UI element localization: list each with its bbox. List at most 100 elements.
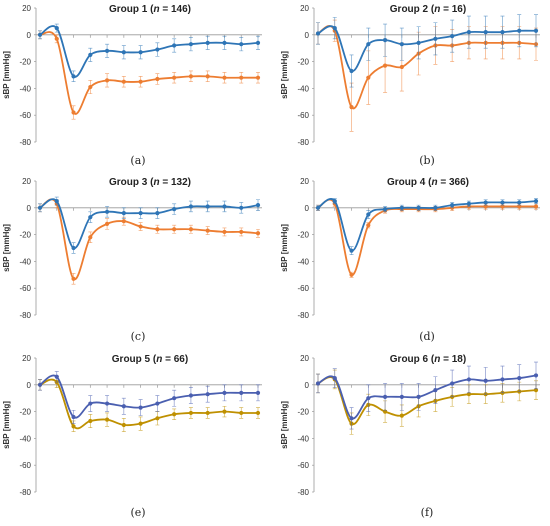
data-point bbox=[366, 223, 371, 228]
chart-title-n: n bbox=[434, 354, 440, 365]
chart-title: Group 3 (n = 132) bbox=[109, 177, 191, 188]
chart-title-suffix: = 66) bbox=[162, 354, 188, 365]
data-point bbox=[121, 422, 126, 428]
data-point bbox=[121, 211, 126, 216]
series-line bbox=[317, 25, 537, 110]
data-point bbox=[172, 207, 177, 212]
data-point bbox=[466, 377, 472, 382]
data-point bbox=[54, 199, 59, 204]
data-point bbox=[71, 74, 76, 79]
data-point bbox=[255, 75, 261, 80]
chart-svg-f: 20 0 -20 -40 -60 -80 sBP [mmHg] Group 6 (n = 18… bbox=[280, 354, 540, 497]
data-point bbox=[188, 410, 194, 416]
y-axis-label: sBP [mmHg] bbox=[2, 224, 11, 272]
y-tick-label: -60 bbox=[19, 461, 31, 470]
chart-title-n: n bbox=[156, 354, 162, 365]
data-point bbox=[433, 388, 438, 393]
data-point bbox=[239, 229, 244, 235]
data-point bbox=[54, 36, 59, 41]
data-point bbox=[104, 48, 110, 53]
y-tick-label: -20 bbox=[297, 408, 309, 417]
data-point bbox=[88, 418, 93, 424]
data-point bbox=[399, 42, 404, 47]
chart-panel-c: 20 0 -20 -40 -60 -80 sBP [mmHg] Group 3 (n = 13… bbox=[0, 173, 272, 323]
data-point bbox=[155, 211, 160, 216]
series-1 bbox=[315, 14, 539, 88]
caption-b: (b) bbox=[419, 154, 435, 167]
data-point bbox=[205, 204, 210, 209]
series-line bbox=[39, 198, 259, 280]
data-point bbox=[533, 28, 539, 33]
data-point bbox=[332, 376, 337, 381]
data-point bbox=[37, 32, 43, 37]
chart-title: Group 5 (n = 66) bbox=[112, 354, 188, 365]
data-point bbox=[466, 30, 472, 35]
data-point bbox=[517, 200, 522, 205]
data-point bbox=[349, 248, 354, 253]
data-point bbox=[71, 276, 76, 281]
caption-d: (d) bbox=[419, 330, 435, 343]
chart-title: Group 6 (n = 18) bbox=[390, 354, 466, 365]
data-point bbox=[466, 201, 472, 206]
data-point bbox=[54, 374, 59, 379]
data-point bbox=[399, 64, 404, 70]
chart-title: Group 1 (n = 146) bbox=[109, 4, 191, 15]
data-point bbox=[155, 416, 160, 421]
series-1 bbox=[37, 23, 261, 82]
chart-svg-a: 20 0 -20 -40 -60 -80 sBP [mmHg] Group 1 (n = 14… bbox=[2, 4, 262, 147]
data-point bbox=[188, 393, 194, 398]
y-tick-label: 20 bbox=[300, 177, 309, 186]
y-axis-label: sBP [mmHg] bbox=[280, 51, 289, 99]
chart-title-prefix: Group 3 ( bbox=[109, 177, 154, 188]
chart-svg-b: 20 0 -20 -40 -60 -80 sBP [mmHg] Group 2 (n = 16… bbox=[280, 4, 540, 147]
series-1 bbox=[37, 196, 261, 254]
data-point bbox=[138, 224, 143, 229]
y-tick-label: -20 bbox=[297, 231, 309, 240]
chart-title-n: n bbox=[153, 177, 159, 188]
caption-e: (e) bbox=[130, 506, 146, 519]
data-point bbox=[483, 30, 488, 35]
chart-title-suffix: = 366) bbox=[438, 177, 469, 188]
chart-title-suffix: = 146) bbox=[160, 4, 191, 15]
y-tick-label: -60 bbox=[297, 284, 309, 293]
y-axis-label: sBP [mmHg] bbox=[2, 51, 11, 99]
y-tick-label: 20 bbox=[22, 4, 31, 13]
chart-title-suffix: = 132) bbox=[160, 177, 191, 188]
chart-title-prefix: Group 2 ( bbox=[390, 4, 435, 15]
data-point bbox=[416, 40, 421, 45]
series-line bbox=[317, 374, 537, 420]
y-tick-label: -60 bbox=[297, 461, 309, 470]
data-point bbox=[366, 212, 371, 217]
data-point bbox=[188, 227, 194, 232]
chart-title-prefix: Group 1 ( bbox=[109, 4, 154, 15]
data-point bbox=[500, 377, 505, 382]
data-point bbox=[104, 78, 110, 83]
data-point bbox=[104, 401, 110, 406]
series-2 bbox=[315, 19, 539, 132]
data-point bbox=[399, 394, 404, 399]
data-point bbox=[121, 219, 126, 224]
caption-f: (f) bbox=[420, 506, 434, 519]
data-point bbox=[450, 34, 455, 39]
data-point bbox=[138, 405, 143, 410]
data-point bbox=[433, 36, 438, 41]
data-point bbox=[155, 227, 160, 232]
data-point bbox=[239, 410, 244, 416]
chart-title-n: n bbox=[153, 4, 159, 15]
caption-a: (a) bbox=[130, 154, 146, 167]
data-point bbox=[172, 75, 177, 80]
chart-panel-f: 20 0 -20 -40 -60 -80 sBP [mmHg] Group 6 (n = 18… bbox=[278, 350, 550, 500]
data-point bbox=[71, 424, 76, 429]
y-tick-label: -40 bbox=[297, 84, 309, 93]
data-point bbox=[205, 410, 210, 416]
data-point bbox=[483, 200, 488, 205]
caption-c: (c) bbox=[130, 330, 146, 343]
y-tick-label: -60 bbox=[19, 284, 31, 293]
series-line bbox=[39, 25, 259, 78]
data-point bbox=[255, 390, 261, 395]
data-point bbox=[349, 416, 354, 421]
data-point bbox=[222, 75, 227, 80]
data-point bbox=[205, 74, 210, 79]
y-tick-label: -80 bbox=[19, 488, 31, 497]
y-tick-label: 0 bbox=[305, 381, 310, 390]
